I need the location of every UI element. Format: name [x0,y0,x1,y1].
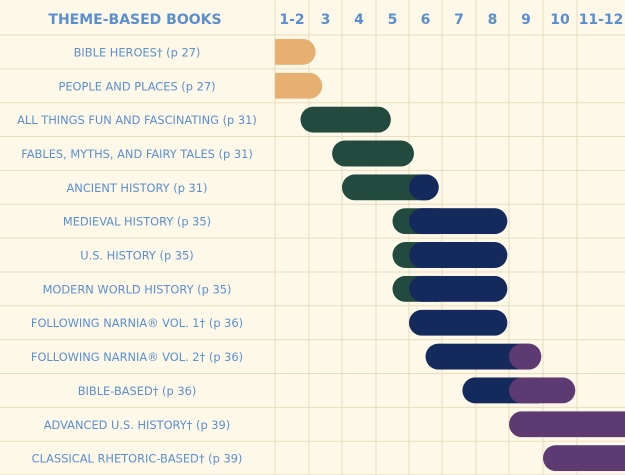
bar-segment [509,411,625,438]
bar-segment [409,174,439,201]
bar-segment [300,106,391,133]
bars [275,38,625,472]
row-labels: BIBLE HEROES† (p 27) PEOPLE AND PLACES (p… [17,45,257,465]
row-label: FOLLOWING NARNIA® VOL. 1† (p 36) [31,316,243,330]
grade-column-headers: 1-2 3 4 5 6 7 8 9 10 11-12 [279,12,623,28]
grade-header-4: 4 [354,12,364,28]
grade-header-9: 9 [521,12,531,28]
row-label: MEDIEVAL HISTORY (p 35) [63,215,211,229]
row-label: ANCIENT HISTORY (p 31) [67,181,208,195]
row-label: CLASSICAL RHETORIC-BASED† (p 39) [32,452,243,466]
bar-row [425,343,542,370]
bar-row [392,208,508,235]
bar-row [462,377,576,404]
row-label: ADVANCED U.S. HISTORY† (p 39) [44,418,230,432]
bar-row [543,445,625,472]
bar-row [509,411,625,438]
chart-title: THEME-BASED BOOKS [48,12,221,28]
row-label: BIBLE HEROES† (p 27) [74,45,201,59]
row-label: MODERN WORLD HISTORY (p 35) [43,282,232,296]
grade-header-6: 6 [421,12,431,28]
row-label: U.S. HISTORY (p 35) [80,249,194,263]
grade-header-5: 5 [388,12,398,28]
row-label: FOLLOWING NARNIA® VOL. 2† (p 36) [31,350,243,364]
grade-header-8: 8 [488,12,498,28]
bar-row [300,106,391,133]
bar-row [392,242,508,269]
bar-segment [275,38,316,65]
bar-segment [409,242,508,269]
row-label: ALL THINGS FUN AND FASCINATING (p 31) [17,113,257,127]
grade-header-10: 10 [550,12,570,28]
row-label: FABLES, MYTHS, AND FAIRY TALES (p 31) [21,147,253,161]
bar-segment [409,208,508,235]
bar-row [332,140,414,167]
bar-row [392,275,508,302]
bar-row [275,72,323,99]
row-label: PEOPLE AND PLACES (p 27) [58,79,215,93]
bar-segment [332,140,414,167]
grade-header-7: 7 [454,12,464,28]
bar-segment [409,275,508,302]
bar-segment [275,72,323,99]
row-label: BIBLE-BASED† (p 36) [78,384,197,398]
bar-row [275,38,316,65]
bar-segment [509,377,576,404]
grade-header-3: 3 [321,12,331,28]
grade-header-1-2: 1-2 [279,12,304,28]
bar-row [342,174,439,201]
bar-segment [543,445,625,472]
grade-header-11-12: 11-12 [579,12,624,28]
bar-segment [509,343,542,370]
bar-segment [409,309,508,336]
bar-row [409,309,508,336]
